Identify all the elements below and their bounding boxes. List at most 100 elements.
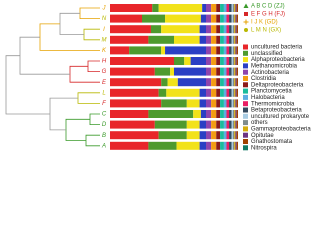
legend-swatch	[243, 126, 248, 132]
bar-segment	[229, 120, 232, 129]
bar-segment	[235, 57, 237, 65]
legend-swatch	[243, 94, 248, 100]
bar-segment	[226, 78, 230, 87]
bar-segment	[110, 46, 130, 55]
legend-label: Planctomycetia	[251, 89, 292, 95]
legend-swatch	[243, 44, 248, 50]
category-label: M	[102, 37, 107, 43]
bar-segment	[232, 88, 235, 97]
bar-segment	[223, 99, 227, 108]
bar-segment	[161, 99, 187, 108]
bar-segment	[206, 35, 212, 44]
bar-segment	[186, 120, 200, 129]
bar-segment	[110, 35, 149, 44]
bar-segment	[231, 131, 233, 140]
bar-segment	[211, 141, 217, 150]
bar-segment	[148, 110, 194, 118]
bar-segment	[231, 78, 233, 87]
bar-segment	[229, 57, 232, 65]
legend-label: Alphaproteobacteria	[251, 57, 305, 63]
bar-segment	[231, 14, 233, 23]
category-label: A	[101, 143, 106, 149]
bar-segment	[223, 110, 227, 118]
bar-segment	[110, 88, 159, 97]
category-label: D	[102, 122, 107, 128]
bar-segment	[229, 25, 232, 34]
bar-segment	[223, 14, 227, 23]
bar-segment	[206, 110, 212, 118]
legend-label: Methanomicrobia	[251, 63, 298, 69]
bar-segment	[234, 67, 236, 76]
bar-segment	[231, 57, 233, 65]
legend-swatch	[243, 50, 248, 56]
bar-segment	[235, 141, 237, 150]
bar-segment	[231, 110, 233, 118]
bar-segment	[199, 131, 206, 140]
bar-segment	[229, 88, 232, 97]
bar-segment	[226, 67, 230, 76]
bar-segment	[226, 99, 230, 108]
legend-label: A B C D (ZJ)	[251, 4, 285, 10]
bar-segment	[232, 14, 235, 23]
bar-segment	[154, 67, 171, 76]
bar-segment	[234, 14, 236, 23]
bar-segment	[235, 46, 237, 55]
bar-segment	[110, 99, 162, 108]
bar-segment	[232, 46, 235, 55]
bar-segment	[226, 141, 230, 150]
bar-segment	[234, 4, 236, 12]
bar-segment	[110, 141, 149, 150]
legend-swatch	[243, 132, 248, 138]
bar-segment	[220, 25, 224, 34]
bar-segment	[232, 4, 235, 12]
dendrogram	[5, 7, 100, 147]
category-label: C	[102, 112, 107, 118]
bar-segment	[236, 120, 238, 129]
bar-segment	[206, 67, 212, 76]
bar-segment	[211, 25, 217, 34]
bar-segment	[235, 99, 237, 108]
bar-segment	[223, 4, 227, 12]
legend-marker	[243, 3, 249, 8]
legend-swatch	[243, 63, 248, 69]
bar-segment	[220, 131, 224, 140]
bar-segment	[226, 131, 230, 140]
bar-segment	[174, 35, 200, 44]
bar-segment	[231, 67, 233, 76]
bar-segment	[186, 99, 200, 108]
bar-segment	[110, 67, 155, 76]
bar-segment	[236, 78, 238, 87]
legend-label: E F G H (FJ)	[251, 12, 285, 18]
category-label: L	[102, 90, 105, 96]
bar-segment	[165, 14, 201, 23]
bar-segment	[236, 110, 238, 118]
bar-segment	[226, 25, 230, 34]
legend-marker	[243, 19, 249, 25]
bar-segment	[200, 14, 206, 23]
category-label: H	[102, 59, 107, 65]
legend-swatch	[243, 82, 248, 88]
legend-label: unclassified	[251, 51, 282, 57]
bar-segment	[223, 131, 227, 140]
bar-segment	[199, 25, 206, 34]
bar-segment	[206, 120, 212, 129]
bar-segment	[220, 141, 224, 150]
bar-segment	[211, 110, 217, 118]
bar-segment	[167, 78, 178, 87]
bar-segment	[226, 35, 230, 44]
bar-segment	[216, 141, 221, 150]
bar-segment	[165, 46, 206, 55]
bar-segment	[226, 110, 230, 118]
bar-segment	[206, 99, 212, 108]
bar-segment	[161, 46, 166, 55]
bar-segment	[229, 99, 232, 108]
legend-label: Nitrospira	[251, 145, 277, 151]
bar-segment	[226, 120, 230, 129]
bar-segment	[216, 120, 221, 129]
bar-segment	[206, 131, 212, 140]
bar-segment	[150, 25, 162, 34]
bar-segment	[232, 141, 235, 150]
bar-segment	[206, 78, 212, 87]
legend-label: Thermomicrobia	[251, 101, 295, 107]
